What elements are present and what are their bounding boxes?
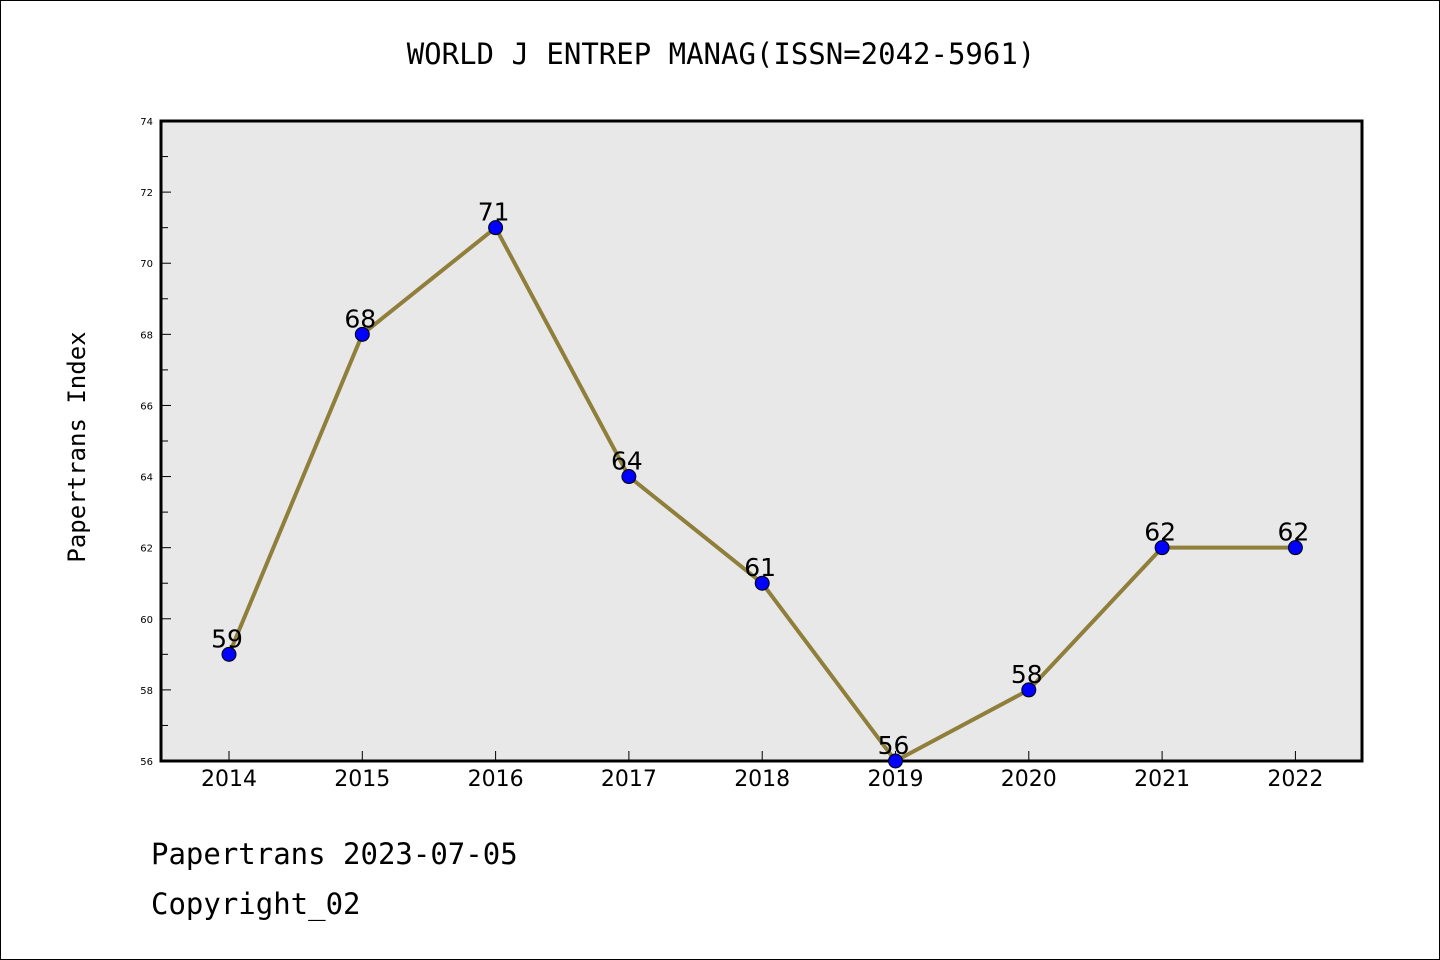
data-label: 58 <box>1011 660 1043 689</box>
x-tick-label: 2020 <box>1001 767 1057 792</box>
y-tick-label: 64 <box>140 473 153 484</box>
y-tick-label: 58 <box>140 686 153 697</box>
data-point <box>1287 540 1303 556</box>
data-label: 61 <box>744 553 776 582</box>
data-point <box>1021 682 1037 698</box>
data-point <box>754 575 770 591</box>
y-axis: 56 58 60 62 64 66 68 70 72 74 <box>140 117 171 768</box>
y-tick-label: 60 <box>140 615 153 626</box>
plot-area <box>159 119 1364 763</box>
y-tick-label: 72 <box>140 188 153 199</box>
x-tick-label: 2014 <box>201 767 257 792</box>
data-labels: 59 68 71 64 61 56 58 62 62 <box>211 198 1309 760</box>
data-markers <box>221 220 1303 769</box>
x-tick-label: 2021 <box>1134 767 1190 792</box>
y-tick-label: 74 <box>140 117 153 128</box>
data-point <box>621 469 637 485</box>
x-tick-label: 2019 <box>868 767 924 792</box>
x-tick-label: 2016 <box>468 767 524 792</box>
x-tick-label: 2015 <box>334 767 390 792</box>
chart-title: WORLD J ENTREP MANAG(ISSN=2042-5961) <box>406 37 1036 71</box>
footer-copyright: Copyright_02 <box>151 887 361 921</box>
y-tick-label: 66 <box>140 401 153 412</box>
y-axis-label: Papertrans Index <box>63 331 91 562</box>
data-label: 56 <box>878 731 910 760</box>
y-tick-label: 62 <box>140 544 153 555</box>
y-tick-label: 70 <box>140 259 153 270</box>
data-label: 71 <box>478 198 510 227</box>
data-label: 64 <box>611 447 643 476</box>
footer-date: Papertrans 2023-07-05 <box>151 837 518 871</box>
data-point <box>1154 540 1170 556</box>
data-point <box>354 326 370 342</box>
data-point <box>888 753 903 769</box>
x-axis: 2014 2015 2016 2017 2018 2019 2020 2021 2022 <box>201 751 1323 792</box>
data-label: 59 <box>211 624 243 653</box>
data-label: 68 <box>344 304 376 333</box>
data-label: 62 <box>1144 518 1176 547</box>
y-tick-label: 68 <box>140 330 153 341</box>
x-tick-label: 2018 <box>734 767 790 792</box>
data-point <box>488 220 504 236</box>
x-tick-label: 2017 <box>601 767 657 792</box>
y-tick-label: 56 <box>140 757 153 768</box>
data-label: 62 <box>1277 518 1309 547</box>
x-tick-label: 2022 <box>1267 767 1323 792</box>
data-point <box>221 646 237 662</box>
